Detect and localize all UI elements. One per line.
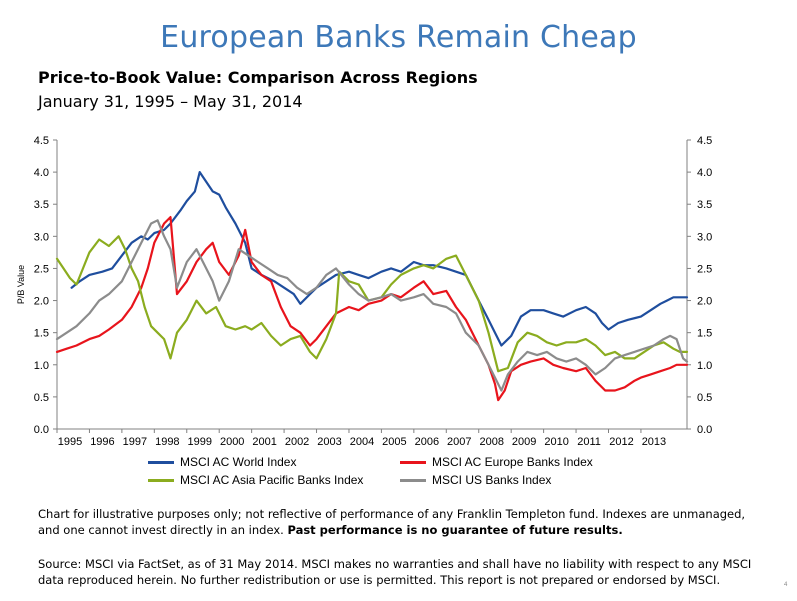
line-chart: 0.0 0.0 0.5 0.5 1.0 1.0 1.5 1.5 2.0 2.0 2.5 2.5 3.0 3…	[16, 135, 712, 448]
x-tick-label: 2004	[350, 436, 374, 448]
y-tick-label-right: 3.0	[697, 231, 712, 243]
y-tick-label-left: 4.0	[34, 167, 49, 179]
x-tick-label: 2007	[447, 436, 471, 448]
page-number: 4	[784, 582, 788, 588]
disclaimer-text: Chart for illustrative purposes only; no…	[38, 507, 746, 537]
x-tick-label: 2003	[317, 436, 341, 448]
source-note: Source: MSCI via FactSet, as of 31 May 2…	[38, 557, 752, 587]
y-tick-label-right: 4.5	[697, 135, 712, 147]
x-tick-label: 1997	[123, 436, 147, 448]
x-tick-label: 2000	[220, 436, 244, 448]
y-tick-label-left: 1.0	[34, 360, 49, 372]
y-tick-label-left: 2.5	[34, 263, 49, 275]
y-tick-label-right: 1.0	[697, 360, 712, 372]
y-tick-label-right: 1.5	[697, 328, 712, 340]
disclaimer-bold: Past performance is no guarantee of futu…	[287, 523, 623, 537]
series-line-0	[70, 171, 689, 347]
x-tick-label: 1998	[155, 436, 179, 448]
y-tick-label-left: 3.5	[34, 199, 49, 211]
y-tick-label-right: 2.0	[697, 296, 712, 308]
y-tick-label-left: 4.5	[34, 135, 49, 147]
y-tick-label-right: 0.0	[697, 424, 712, 436]
date-range: January 31, 1995 – May 31, 2014	[38, 92, 303, 111]
y-tick-label-left: 0.5	[34, 392, 49, 404]
y-tick-label-right: 2.5	[697, 263, 712, 275]
y-tick-label-right: 3.5	[697, 199, 712, 211]
y-tick-label-left: 3.0	[34, 231, 49, 243]
y-tick-label-left: 1.5	[34, 328, 49, 340]
x-tick-label: 2006	[415, 436, 439, 448]
y-axis-label: P/B Value	[16, 265, 26, 304]
y-tick-label-right: 4.0	[697, 167, 712, 179]
y-tick-label-left: 2.0	[34, 296, 49, 308]
x-tick-label: 2009	[512, 436, 536, 448]
x-tick-label: 2005	[382, 436, 406, 448]
x-tick-label: 2001	[252, 436, 276, 448]
series-line-1	[55, 216, 689, 402]
x-tick-label: 2008	[479, 436, 503, 448]
x-tick-label: 2002	[285, 436, 309, 448]
x-tick-label: 1999	[188, 436, 212, 448]
x-tick-label: 2012	[609, 436, 633, 448]
page-title: European Banks Remain Cheap	[160, 20, 637, 55]
disclaimer-note: Chart for illustrative purposes only; no…	[38, 506, 768, 538]
x-tick-label: 2013	[642, 436, 666, 448]
y-tick-label-left: 0.0	[34, 424, 49, 436]
x-tick-label: 2011	[577, 436, 601, 448]
x-tick-label: 1996	[90, 436, 114, 448]
x-tick-label: 2010	[544, 436, 568, 448]
series-line-3	[55, 219, 689, 392]
chart-subtitle: Price-to-Book Value: Comparison Across R…	[38, 68, 478, 87]
x-tick-label: 1995	[58, 436, 82, 448]
y-tick-label-right: 0.5	[697, 392, 712, 404]
